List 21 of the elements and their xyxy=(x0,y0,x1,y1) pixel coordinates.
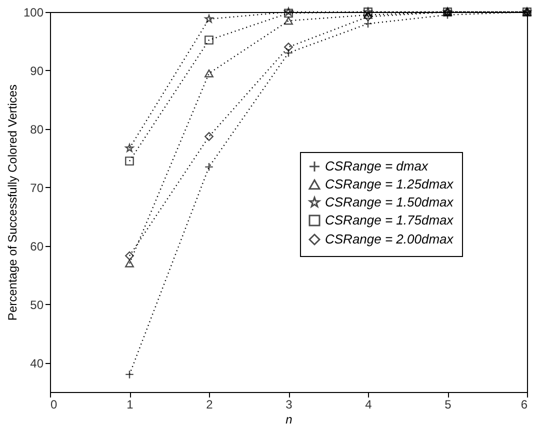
legend-label: CSRange = 1.50dmax xyxy=(325,194,454,210)
x-tick-label: 5 xyxy=(444,398,452,412)
x-tick-label: 0 xyxy=(50,398,58,412)
y-tick-label: 100 xyxy=(23,6,44,20)
legend-label: CSRange = 1.75dmax xyxy=(325,212,454,228)
y-tick-label: 50 xyxy=(30,298,44,312)
x-tick-label: 4 xyxy=(365,398,372,412)
y-tick-label: 80 xyxy=(30,122,44,136)
y-axis-title: Percentage of Successfully Colored Vertices xyxy=(5,84,20,321)
legend-label: CSRange = dmax xyxy=(325,158,428,174)
y-tick-label: 70 xyxy=(30,180,44,195)
x-axis-title: n xyxy=(286,412,293,426)
y-tick-label: 90 xyxy=(30,64,44,78)
x-tick-label: 6 xyxy=(520,398,528,412)
x-tick-label: 2 xyxy=(206,398,214,412)
y-tick-label: 60 xyxy=(30,239,44,254)
y-tick-label: 40 xyxy=(30,356,44,370)
legend-label: CSRange = 1.25dmax xyxy=(325,176,454,192)
x-tick-label: 1 xyxy=(126,398,134,412)
legend-label: CSRange = 2.00dmax xyxy=(325,232,454,246)
x-tick-label: 3 xyxy=(286,398,293,412)
